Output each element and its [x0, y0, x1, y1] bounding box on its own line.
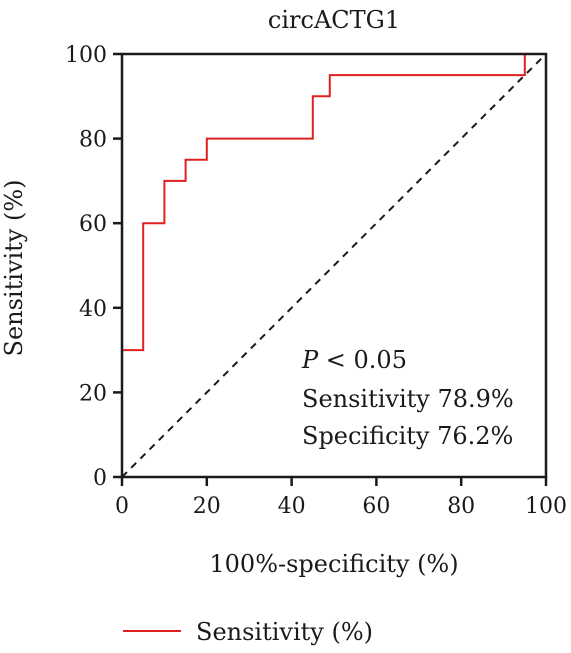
- sensitivity-annotation: Sensitivity 78.9%: [302, 385, 514, 413]
- p-value-annotation: P < 0.05: [301, 346, 407, 374]
- x-tick-label: 40: [278, 494, 306, 519]
- reference-diagonal-line: [121, 53, 547, 478]
- annotation-block: P < 0.05 Sensitivity 78.9% Specificity 7…: [301, 346, 514, 450]
- y-axis-title: Sensitivity (%): [0, 179, 28, 356]
- y-tick-label: 20: [79, 381, 107, 406]
- axes: 0 20 40 60 80 100 0 20 40 60 80 100: [65, 43, 567, 519]
- p-symbol: P: [301, 346, 319, 374]
- p-value-text: < 0.05: [318, 346, 407, 374]
- legend: Sensitivity (%): [123, 618, 373, 646]
- legend-label: Sensitivity (%): [196, 618, 373, 646]
- chart-title: circACTG1: [268, 6, 400, 34]
- series-layer: [121, 53, 546, 477]
- y-tick-label: 0: [93, 466, 107, 491]
- x-axis-title: 100%-specificity (%): [209, 550, 458, 578]
- reference-layer: [121, 53, 547, 478]
- x-tick-label: 80: [447, 494, 475, 519]
- y-tick-label: 100: [65, 43, 107, 68]
- x-tick-label: 60: [362, 494, 390, 519]
- x-axis-ticks: 0 20 40 60 80 100: [115, 477, 567, 519]
- y-tick-label: 40: [79, 297, 107, 322]
- x-tick-label: 20: [193, 494, 221, 519]
- y-axis-ticks: 0 20 40 60 80 100: [65, 43, 122, 491]
- plot-area: 0 20 40 60 80 100 0 20 40 60 80 100: [65, 43, 567, 519]
- x-tick-label: 0: [115, 494, 129, 519]
- y-tick-label: 80: [79, 128, 107, 153]
- specificity-annotation: Specificity 76.2%: [302, 422, 513, 450]
- roc-curve-series-0: [121, 53, 546, 477]
- x-tick-label: 100: [525, 494, 567, 519]
- y-tick-label: 60: [79, 212, 107, 237]
- plot-frame: [120, 52, 548, 479]
